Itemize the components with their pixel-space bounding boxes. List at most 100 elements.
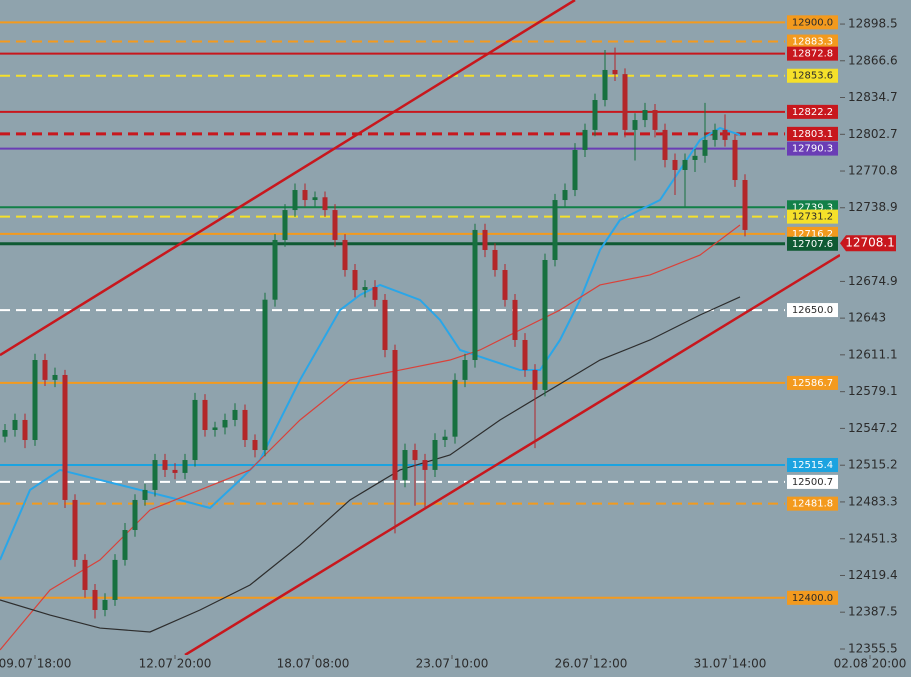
candle-body (622, 74, 628, 130)
candle-body (432, 440, 438, 470)
level-label: 12822.2 (792, 107, 833, 118)
candle-body (232, 409, 238, 420)
y-tick-label: 12419.4 (848, 568, 898, 582)
x-tick-label: 12.07 20:00 (139, 657, 212, 671)
last-price-tag (840, 235, 896, 252)
candle-body (92, 589, 98, 610)
y-tick-label: 12674.9 (848, 274, 898, 288)
y-tick-label: 12611.1 (848, 347, 898, 361)
y-tick-label: 12866.6 (848, 53, 898, 67)
candle-body (102, 599, 108, 610)
level-label-box (787, 303, 838, 318)
candle-body (732, 139, 738, 181)
candle-body (542, 259, 548, 390)
level-label-box (787, 46, 838, 61)
level-label: 12883.3 (792, 37, 833, 48)
candle-body (292, 190, 298, 211)
candle-body (672, 159, 678, 170)
candle-body (662, 129, 668, 160)
level-label: 12872.8 (792, 49, 833, 60)
level-label: 12586.7 (792, 378, 833, 389)
candle-body (722, 129, 728, 140)
candle-body (172, 469, 178, 473)
y-tick-label: 12770.8 (848, 164, 898, 178)
trendline (0, 0, 576, 357)
level-label-box (787, 34, 838, 49)
candle-body (352, 270, 358, 291)
candle-body (742, 180, 748, 230)
level-label: 12900.0 (792, 17, 833, 28)
x-tick-label: 02.08 20:00 (834, 657, 907, 671)
y-tick-label: 12515.2 (848, 458, 898, 472)
candle-body (182, 460, 188, 473)
x-tick-label: 09.07 18:00 (0, 657, 71, 671)
x-tick-label: 26.07 12:00 (555, 657, 628, 671)
candle-body (132, 499, 138, 531)
candle-body (162, 460, 168, 470)
candle-body (2, 429, 8, 437)
candle-body (582, 129, 588, 150)
level-label-box (787, 590, 838, 605)
level-label-box (787, 68, 838, 83)
level-label-box (787, 209, 838, 224)
candle-body (422, 460, 428, 470)
candle-body (272, 239, 278, 300)
candle-body (442, 436, 448, 441)
candle-body (572, 149, 578, 191)
candle-body (252, 440, 258, 451)
candle-body (222, 419, 228, 428)
candle-body (42, 360, 48, 380)
candle-body (482, 229, 488, 250)
trendline (184, 253, 840, 655)
x-tick-label: 18.07 08:00 (277, 657, 350, 671)
level-label-box (787, 457, 838, 472)
candle-body (152, 460, 158, 490)
candle-body (52, 374, 58, 380)
level-label-box (787, 474, 838, 489)
y-tick-label: 12834.7 (848, 90, 898, 104)
level-label: 12650.0 (792, 305, 833, 316)
candle-body (472, 229, 478, 361)
candle-body (682, 159, 688, 170)
candle-body (412, 450, 418, 461)
candle-body (402, 450, 408, 480)
candle-body (382, 299, 388, 351)
level-label: 12790.3 (792, 144, 833, 155)
x-tick-label: 31.07 14:00 (694, 657, 767, 671)
candle-body (692, 155, 698, 160)
candle-body (492, 249, 498, 271)
plot-area (0, 0, 840, 655)
candle-body (532, 370, 538, 390)
level-label: 12739.3 (792, 202, 833, 213)
candle-body (702, 139, 708, 156)
candle-body (322, 197, 328, 211)
y-tick-label: 12451.3 (848, 531, 898, 545)
candle-body (332, 210, 338, 240)
candle-body (282, 210, 288, 240)
level-label: 12400.0 (792, 593, 833, 604)
candle-body (242, 409, 248, 441)
y-tick-label: 12898.5 (848, 17, 898, 31)
level-label: 12803.1 (792, 129, 833, 140)
x-tick-label: 23.07 10:00 (416, 657, 489, 671)
candle-body (62, 374, 68, 500)
candle-body (612, 69, 618, 75)
level-label-box (787, 141, 838, 156)
candle-body (512, 299, 518, 340)
level-label-box (787, 126, 838, 141)
moving-average (0, 296, 741, 633)
candle-body (312, 197, 318, 201)
candle-body (12, 419, 18, 430)
candle-body (32, 360, 38, 441)
candle-body (642, 110, 648, 121)
candle-body (302, 190, 308, 201)
candle-body (652, 110, 658, 130)
candle-body (112, 559, 118, 600)
candle-body (602, 69, 608, 101)
y-tick-label: 12802.7 (848, 127, 898, 141)
candle-body (522, 339, 528, 371)
y-tick-label: 12387.5 (848, 605, 898, 619)
candle-body (212, 427, 218, 430)
level-label: 12707.6 (792, 239, 833, 250)
y-tick-label: 12643 (848, 311, 886, 325)
